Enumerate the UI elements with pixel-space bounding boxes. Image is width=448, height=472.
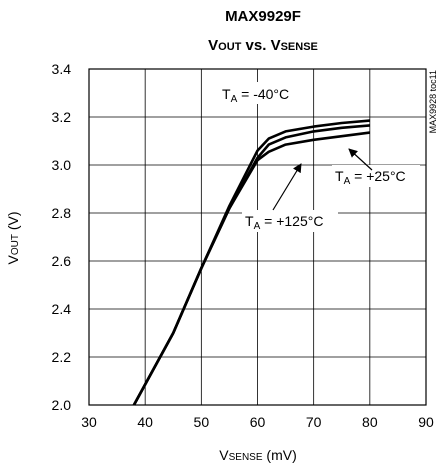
annotation-ta-minus40-value: = -40°C [237,86,289,102]
annotation-ta-plus125-value: = +125°C [260,213,323,229]
y-axis-label-unit: (V) [5,211,21,234]
y-tick-label: 2.4 [52,301,72,317]
annotation-bg-plus25 [332,165,420,187]
x-axis-label-main: V [219,447,229,463]
series-layer [132,119,370,406]
annotation-ta-plus25: TA = +25°C [335,168,406,187]
annotation-ta-minus40-sub: A [231,94,238,105]
annotation-ta-plus25-sub: A [344,176,351,187]
subtitle-vs: vs. [241,37,270,54]
annotation-ta-plus25-prefix: T [335,168,344,184]
y-tick-label: 2.2 [52,349,72,365]
arrow-plus25 [348,148,373,171]
x-axis-label-sub: SENSE [229,452,263,463]
annotation-ta-plus125: TA = +125°C [245,213,323,232]
x-tick-label: 90 [418,414,434,430]
chart-subtitle: VOUT vs. VSENSE [208,37,318,54]
subtitle-vout-main: V [208,37,218,54]
y-axis-label: VOUT (V) [5,211,21,264]
toc-side-note: MAX9928 toc11 [428,70,438,133]
y-tick-label: 3.0 [52,157,72,173]
annotation-ta-plus125-sub: A [254,221,261,232]
annotation-ta-minus40: TA = -40°C [222,86,289,105]
annotation-bg-plus125 [242,210,338,232]
subtitle-vsense-main: V [271,37,281,54]
x-tick-label: 30 [81,414,97,430]
annotation-bg-minus40 [219,82,307,104]
x-axis-label: VSENSE (mV) [219,447,296,463]
y-tick-label: 3.4 [52,61,72,77]
series-line-minus40 [132,119,370,406]
subtitle-vout-sub: OUT [218,41,242,53]
arrow-plus125 [272,163,302,211]
x-axis-label-unit: (mV) [263,447,297,463]
x-tick-label: 50 [194,414,210,430]
y-axis-label-sub: OUT [10,234,21,255]
y-tick-label: 2.0 [52,397,72,413]
y-axis-label-main: V [5,255,21,265]
x-tick-label: 60 [250,414,266,430]
x-tick-label: 80 [362,414,378,430]
y-tick-label: 3.2 [52,109,72,125]
x-tick-label: 40 [137,414,153,430]
subtitle-vsense-sub: SENSE [281,41,318,53]
annotation-ta-plus25-value: = +25°C [350,168,405,184]
plot-frame [88,68,427,406]
annotation-ta-minus40-prefix: T [222,86,231,102]
series-line-plus125 [132,131,370,406]
y-tick-label: 2.6 [52,253,72,269]
y-tick-label: 2.8 [52,205,72,221]
x-tick-label: 70 [306,414,322,430]
grid-layer [88,68,427,406]
tick-layer: 30 40 50 60 70 80 90 2.0 2.2 2.4 2.6 2.8 3.0 3.2 3.4 [52,61,434,430]
annotation-ta-plus125-prefix: T [245,213,254,229]
chart-title: MAX9929F [225,8,301,25]
